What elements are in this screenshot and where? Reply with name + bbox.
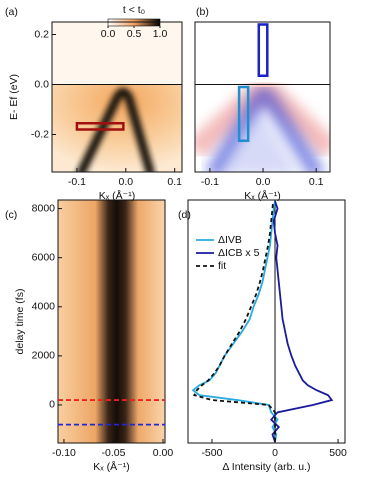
y-tick-label: 4000 <box>32 301 56 313</box>
x-tick-label: 0.0 <box>256 176 271 188</box>
x-tick-label: -0.1 <box>68 176 86 188</box>
legend-label: fit <box>218 260 226 272</box>
plot-frame <box>57 199 166 444</box>
x-tick-label: 0.1 <box>309 176 324 188</box>
x-tick-label: -0.10 <box>52 447 76 459</box>
x-tick-label: -500 <box>201 447 222 459</box>
x-tick-label: 0 <box>272 447 278 459</box>
legend-label: ΔIVB <box>218 234 242 246</box>
x-tick-label: -0.1 <box>201 176 219 188</box>
y-tick-label: 8000 <box>32 202 56 214</box>
panel-label: (a) <box>5 6 18 18</box>
roi-box <box>237 85 250 142</box>
roi-box <box>257 23 269 77</box>
panel-label: (b) <box>196 6 209 18</box>
colorbar-tick-label: 0.5 <box>127 28 142 40</box>
heatmap-b <box>195 22 330 172</box>
legend-label: ΔICB x 5 <box>218 247 260 259</box>
heatmap-a <box>52 22 182 172</box>
colorbar-tick-label: 1.0 <box>153 28 168 40</box>
y-tick-label: 0 <box>49 399 55 411</box>
x-tick-label: 500 <box>329 447 347 459</box>
y-tick-label: 0.2 <box>34 28 49 40</box>
series-line <box>192 201 276 442</box>
x-tick-label: 0.0 <box>118 176 133 188</box>
panel-label: (d) <box>178 209 191 221</box>
y-axis-label: E- Ef (eV) <box>8 74 20 120</box>
plot-frame <box>51 21 183 173</box>
colorbar-title: t < t₀ <box>123 4 145 16</box>
x-axis-label: Δ Intensity (arb. u.) <box>222 461 310 473</box>
x-tick-label: 0.00 <box>153 447 174 459</box>
colorbar-tick-label: 0.0 <box>101 28 116 40</box>
x-tick-label: 0.1 <box>167 176 182 188</box>
y-tick-label: 6000 <box>32 251 56 263</box>
plot-frame <box>187 199 346 444</box>
y-axis-label: delay time (fs) <box>14 289 26 355</box>
y-tick-label: 2000 <box>32 350 56 362</box>
heatmap-c <box>58 200 165 443</box>
y-tick-label: -0.2 <box>31 128 49 140</box>
series-line <box>269 200 334 443</box>
x-axis-label: Kₓ (Å⁻¹) <box>99 189 135 202</box>
panel-label: (c) <box>5 209 17 221</box>
plot-frame <box>194 21 331 173</box>
x-axis-label: Kₓ (Å⁻¹) <box>244 189 280 202</box>
x-tick-label: -0.05 <box>102 447 126 459</box>
x-axis-label: Kₓ (Å⁻¹) <box>93 460 129 473</box>
y-tick-label: 0.0 <box>34 78 49 90</box>
roi-box <box>75 122 125 131</box>
